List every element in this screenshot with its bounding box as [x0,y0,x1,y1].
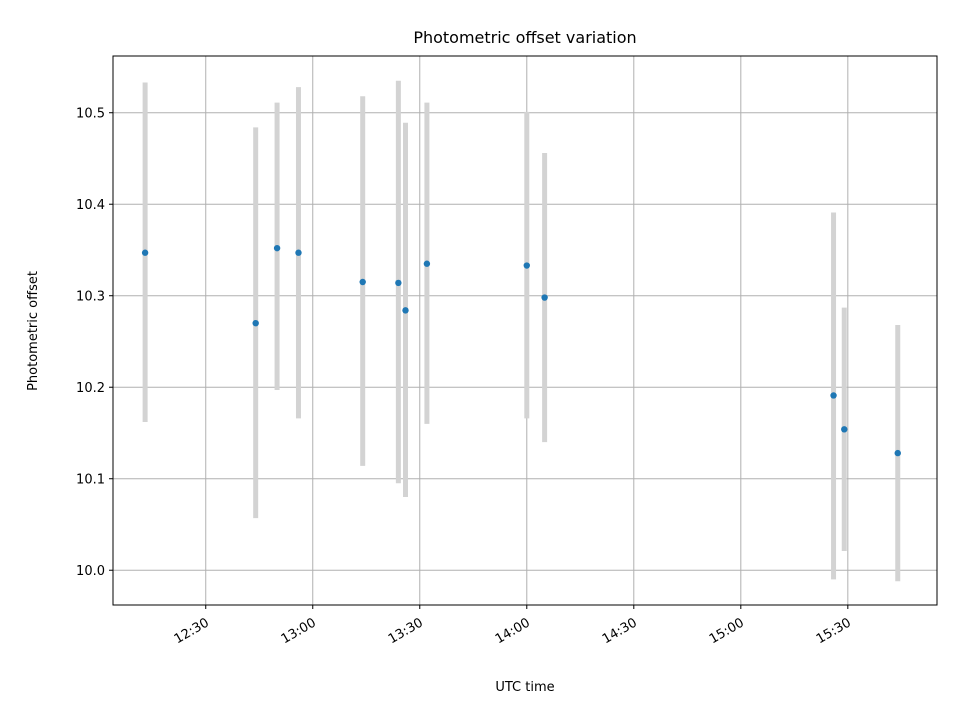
x-tick-label: 13:00 [279,615,319,647]
chart-title: Photometric offset variation [413,28,636,47]
tick-layer: 12:30 13:00 13:30 14:00 14:30 15:00 15:30 10.0 1… [76,107,854,647]
y-tick-label: 10.4 [76,198,105,213]
x-tick-label: 15:30 [814,615,854,647]
data-point [830,392,837,399]
x-tick-label: 12:30 [172,615,212,647]
x-tick-label: 14:30 [600,615,640,647]
errorbar-layer [142,80,901,582]
y-tick-label: 10.2 [76,381,105,396]
point-layer [141,244,901,457]
data-point [359,278,366,286]
x-tick-label: 14:00 [493,615,533,647]
y-tick-label: 10.3 [76,290,105,305]
x-axis-label: UTC time [495,680,554,695]
data-point [395,279,402,287]
y-tick-label: 10.5 [76,107,105,122]
x-tick-label: 15:00 [707,615,747,647]
data-point [523,262,530,269]
data-point [141,249,149,256]
data-point [423,260,431,267]
data-point [894,449,901,457]
data-point [252,319,259,327]
data-point [841,426,848,433]
data-point [273,244,281,252]
data-point [541,294,548,301]
data-point [295,249,302,256]
data-point [402,307,409,314]
y-tick-label: 10.0 [76,564,105,579]
y-axis-label: Photometric offset [26,271,41,391]
x-tick-label: 13:30 [386,615,426,647]
plot-frame [112,55,938,606]
y-tick-label: 10.1 [76,473,105,488]
